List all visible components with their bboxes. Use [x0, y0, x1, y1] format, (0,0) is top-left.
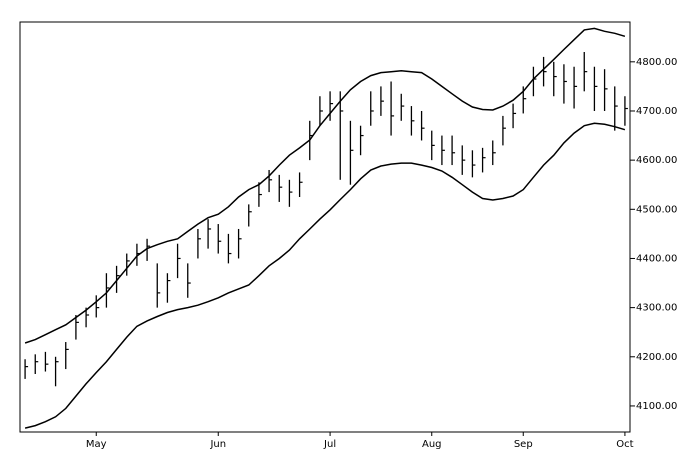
x-tick-label: May	[86, 439, 107, 450]
x-tick-label: Oct	[616, 439, 633, 450]
y-tick-label: 4800.00	[636, 57, 677, 68]
x-tick-label: Jul	[323, 439, 336, 450]
y-tick-label: 4100.00	[636, 401, 677, 412]
x-tick-label: Sep	[514, 439, 533, 450]
y-tick-label: 4600.00	[636, 155, 677, 166]
y-tick-label: 4500.00	[636, 204, 677, 215]
y-tick-label: 4700.00	[636, 106, 677, 117]
y-tick-label: 4300.00	[636, 303, 677, 314]
x-tick-label: Jun	[209, 439, 226, 450]
lower-band	[24, 122, 626, 429]
upper-band	[24, 27, 626, 344]
y-tick-label: 4200.00	[636, 352, 677, 363]
plot-frame	[19, 21, 631, 433]
y-tick-label: 4400.00	[636, 253, 677, 264]
x-tick-label: Aug	[422, 439, 442, 450]
